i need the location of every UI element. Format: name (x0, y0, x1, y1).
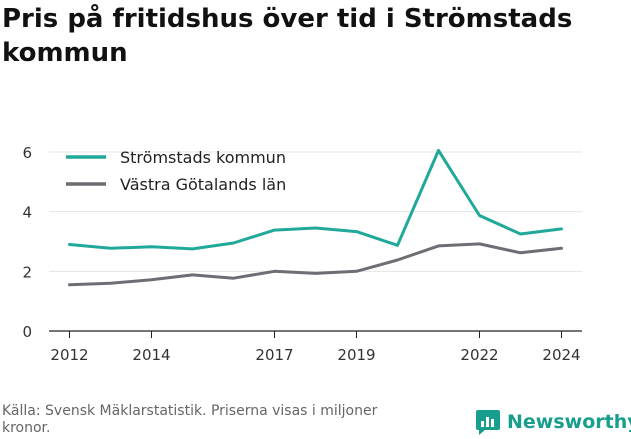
legend: Strömstads kommun Västra Götalands län (66, 148, 286, 194)
legend-label: Strömstads kommun (120, 148, 286, 167)
y-tick-label: 4 (22, 204, 32, 222)
y-tick-label: 2 (22, 263, 32, 281)
y-tick-label: 6 (22, 144, 32, 162)
chart-title: Pris på fritidshus över tid i Strömstads… (2, 4, 573, 68)
x-tick-label: 2014 (132, 346, 170, 364)
x-tick-label: 2022 (460, 346, 498, 364)
x-tick-label: 2024 (542, 346, 580, 364)
x-tick-label: 2019 (337, 346, 375, 364)
brand-logo[interactable]: Newsworthy (475, 406, 631, 438)
series-line-vastra-gotalands-lan (68, 242, 563, 287)
y-axis-tick-labels: 0 2 4 6 (22, 144, 32, 341)
newsworthy-logo-icon (476, 410, 500, 435)
brand-name: Newsworthy (507, 411, 631, 433)
series-lines (68, 148, 563, 287)
legend-label: Västra Götalands län (120, 175, 286, 194)
y-tick-label: 0 (22, 323, 32, 341)
x-tick-label: 2012 (50, 346, 88, 364)
x-axis: 2012 2014 2017 2019 2022 2024 (49, 330, 582, 364)
line-chart: 0 2 4 6 2012 2014 2017 2019 2022 2024 Strömstads… (22, 144, 582, 364)
x-tick-label: 2017 (255, 346, 293, 364)
series-line-stromstads-kommun (68, 148, 563, 251)
grid-lines (49, 151, 582, 272)
source-note: Källa: Svensk Mäklarstatistik. Priserna … (2, 403, 378, 436)
